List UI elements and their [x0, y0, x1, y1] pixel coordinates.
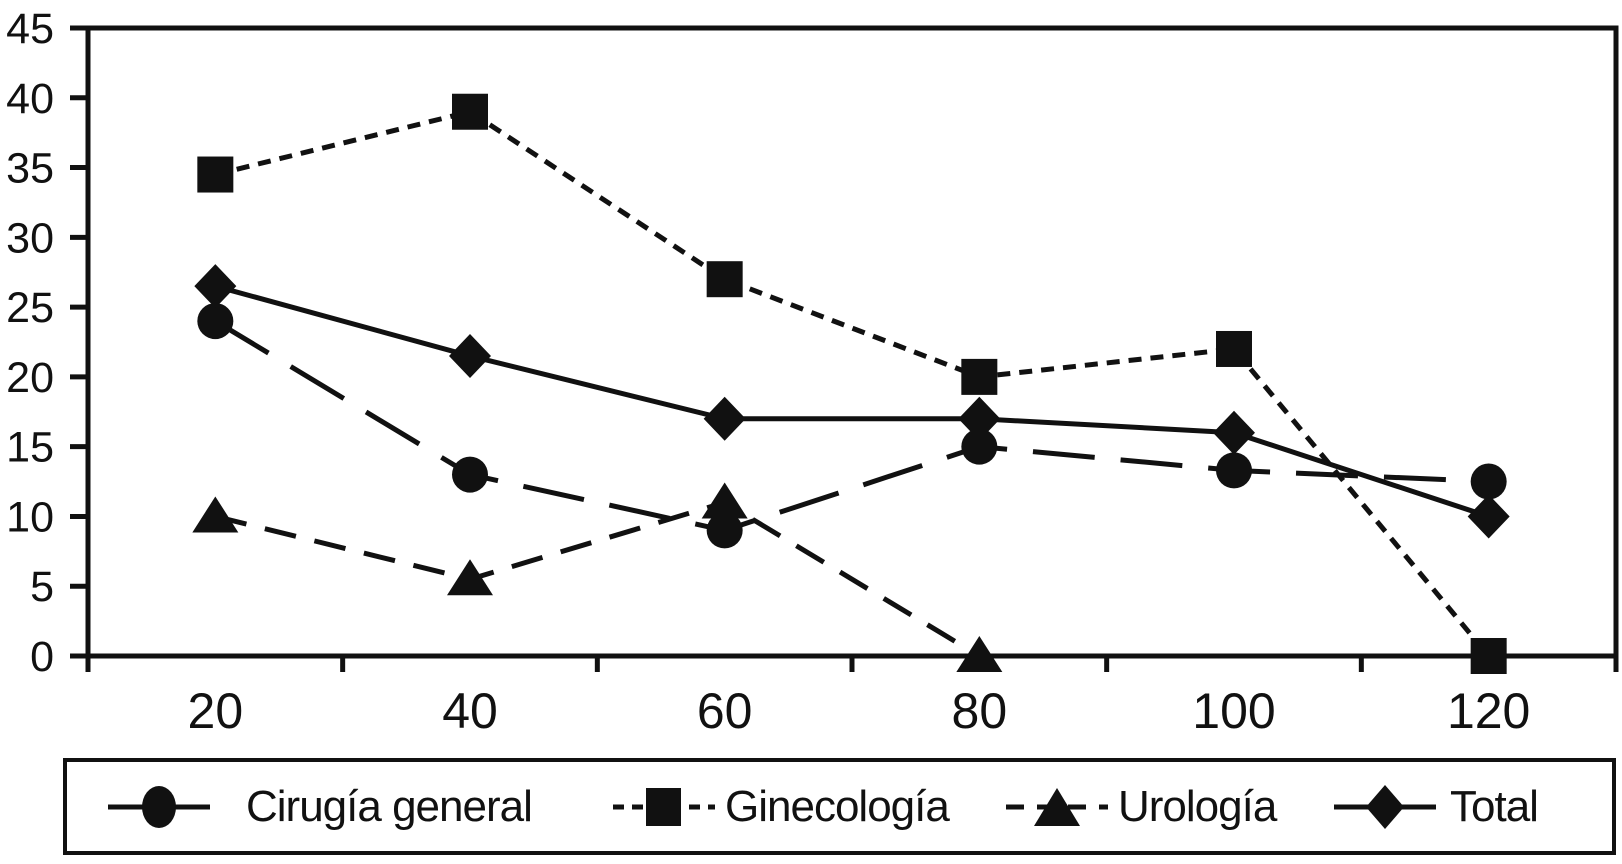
y-tick-label: 25: [6, 284, 54, 332]
x-tick-label: 100: [1192, 683, 1275, 739]
circle-marker-icon: [706, 512, 743, 549]
x-tick-label: 20: [188, 683, 244, 739]
square-marker-icon: [1470, 638, 1507, 674]
x-tick-label: 120: [1447, 683, 1530, 739]
circle-marker-icon: [961, 428, 998, 465]
y-tick-label: 10: [6, 493, 54, 541]
legend-label-total: Total: [1450, 781, 1539, 831]
series-markers-cirugia-general: [197, 303, 1507, 549]
square-marker-icon: [961, 358, 998, 395]
x-tick-label: 80: [952, 683, 1008, 739]
y-tick-label: 0: [30, 633, 54, 681]
diamond-marker-icon: [449, 333, 491, 378]
square-marker-icon: [197, 156, 234, 193]
diamond-marker-icon: [1366, 784, 1404, 829]
circle-marker-icon: [197, 303, 234, 340]
x-tick-label: 60: [697, 683, 753, 739]
legend-label-ginecologia: Ginecología: [725, 781, 950, 831]
square-marker-icon: [646, 787, 681, 826]
triangle-marker-icon: [447, 559, 493, 596]
diamond-marker-icon: [1467, 494, 1510, 539]
legend-swatch-total: [1334, 784, 1436, 829]
series-line-total: [214, 283, 1490, 519]
legend-swatch-urologia: [1006, 787, 1108, 826]
legend-swatch-cirugia-general: [108, 785, 210, 828]
square-marker-icon: [1216, 330, 1252, 367]
legend-item-urologia: Urología: [1004, 762, 1277, 851]
y-tick-label: 15: [6, 424, 54, 472]
circle-marker-icon: [1216, 452, 1252, 489]
plot-border: [85, 25, 1619, 659]
diamond-marker-icon: [1213, 410, 1255, 455]
triangle-marker-icon: [956, 636, 1003, 672]
square-marker-icon: [706, 261, 743, 298]
series-markers-ginecologia: [197, 93, 1507, 674]
series-line-urologia: [214, 499, 981, 659]
diamond-marker-icon: [194, 264, 237, 309]
series-markers-urologia: [192, 482, 1003, 672]
plot-area: 0 5 10 15 20 25 30 35 40 45 20 40 60 80 100 120: [6, 5, 1619, 739]
y-tick-label: 35: [6, 145, 54, 193]
legend-item-cirugia-general: Cirugía general: [106, 762, 533, 851]
triangle-marker-icon: [192, 496, 239, 533]
y-tick-label: 45: [6, 5, 54, 53]
circle-marker-icon: [142, 785, 176, 828]
triangle-marker-icon: [1034, 787, 1080, 826]
legend-swatch-ginecologia: [613, 787, 715, 826]
legend-item-ginecologia: Ginecología: [611, 762, 950, 851]
series-markers-total: [194, 264, 1510, 539]
legend-label-cirugia-general: Cirugía general: [246, 781, 533, 831]
triangle-marker-icon: [701, 482, 748, 519]
legend-label-urologia: Urología: [1118, 781, 1277, 831]
y-tick-label: 30: [6, 214, 54, 262]
circle-marker-icon: [452, 456, 488, 493]
y-tick-label: 20: [6, 354, 54, 402]
legend: Cirugía general Ginecología Urología Total: [63, 758, 1616, 855]
diamond-marker-icon: [958, 396, 1001, 441]
y-tick-label: 40: [6, 75, 54, 123]
x-tick-label: 40: [442, 683, 498, 739]
y-tick-label: 5: [30, 563, 54, 611]
series-line-ginecologia: [214, 109, 1491, 658]
square-marker-icon: [452, 93, 488, 130]
circle-marker-icon: [1470, 463, 1507, 500]
legend-item-total: Total: [1332, 762, 1539, 851]
diamond-marker-icon: [703, 396, 746, 441]
